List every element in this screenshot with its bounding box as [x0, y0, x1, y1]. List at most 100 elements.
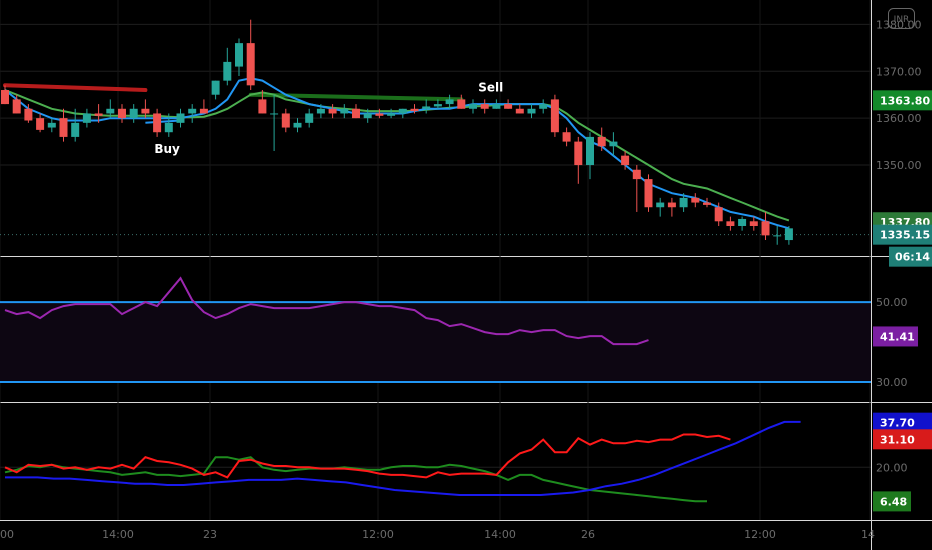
candle-body — [352, 108, 360, 119]
candle[interactable] — [480, 99, 489, 114]
candle[interactable] — [340, 104, 349, 119]
candle[interactable] — [164, 113, 173, 137]
candle[interactable] — [492, 99, 501, 109]
candle-body — [726, 221, 735, 226]
dmi-label-0[interactable]: 37.70 — [873, 412, 932, 433]
candle[interactable] — [94, 104, 103, 123]
candle[interactable] — [527, 104, 536, 119]
candle[interactable] — [656, 197, 665, 217]
candle[interactable] — [609, 132, 618, 156]
candle[interactable] — [211, 80, 220, 100]
candle-body — [586, 136, 594, 166]
candle[interactable] — [398, 108, 407, 119]
candle[interactable] — [714, 202, 723, 226]
candle[interactable] — [375, 108, 384, 119]
candle[interactable] — [784, 225, 793, 245]
candle[interactable] — [433, 99, 442, 109]
dmi-label-1[interactable]: 31.10 — [873, 429, 932, 450]
candle[interactable] — [749, 216, 758, 231]
candle[interactable] — [703, 197, 711, 208]
candle[interactable] — [445, 94, 454, 109]
candle[interactable] — [457, 94, 466, 109]
candle[interactable] — [515, 104, 524, 114]
candle[interactable] — [410, 104, 419, 114]
candle[interactable] — [352, 104, 360, 119]
price-label-0-bg — [873, 90, 932, 111]
candle[interactable] — [562, 127, 571, 147]
candle[interactable] — [504, 99, 513, 109]
candle[interactable] — [246, 19, 255, 91]
candle[interactable] — [106, 99, 115, 119]
rsi-label-bg — [873, 326, 918, 347]
price-label-0[interactable]: 1363.80 — [873, 90, 932, 111]
currency-badge[interactable]: INR — [888, 8, 915, 29]
candle[interactable] — [118, 104, 126, 123]
candle[interactable] — [574, 136, 583, 184]
candle[interactable] — [176, 108, 185, 128]
candle[interactable] — [328, 104, 337, 119]
candle[interactable] — [305, 108, 314, 128]
candle-body — [445, 99, 454, 105]
candle[interactable] — [47, 118, 56, 133]
price-label-2[interactable]: 1335.15 — [873, 224, 932, 245]
candle-body — [410, 108, 419, 112]
candle[interactable] — [761, 211, 770, 241]
candle[interactable] — [270, 94, 279, 151]
candle-body — [106, 108, 115, 114]
candle-body — [621, 155, 630, 166]
candle[interactable] — [387, 108, 396, 119]
time-tick-3: 12:00 — [362, 528, 394, 541]
rsi-label[interactable]: 41.41 — [873, 326, 918, 347]
candle[interactable] — [738, 216, 747, 231]
price-axis[interactable]: INR 1380.00 1370.00 1360.00 1350.00 1363.80 1… — [873, 8, 932, 512]
candle[interactable] — [691, 193, 700, 208]
candle[interactable] — [363, 108, 372, 123]
candle[interactable] — [223, 47, 232, 86]
candle[interactable] — [632, 165, 641, 212]
candle[interactable] — [293, 118, 302, 133]
candle[interactable] — [667, 197, 676, 217]
candle[interactable] — [82, 108, 91, 128]
price-pane[interactable]: Buy Sell — [1, 19, 793, 245]
candle-body — [246, 43, 255, 86]
candle[interactable] — [188, 104, 197, 123]
candle-body — [223, 61, 232, 81]
candle[interactable] — [129, 104, 138, 123]
candle[interactable] — [235, 38, 243, 76]
candle[interactable] — [422, 99, 431, 114]
candle[interactable] — [726, 216, 735, 231]
candle[interactable] — [1, 85, 9, 105]
candle[interactable] — [199, 99, 208, 114]
candle[interactable] — [773, 225, 782, 245]
candle[interactable] — [36, 113, 45, 133]
candle-body — [667, 202, 676, 208]
candle[interactable] — [621, 150, 630, 170]
dmi-label-2-bg — [873, 491, 911, 512]
candle[interactable] — [469, 99, 477, 114]
candle[interactable] — [258, 90, 267, 114]
candle[interactable] — [71, 108, 80, 142]
candle[interactable] — [539, 99, 548, 114]
candle[interactable] — [153, 108, 162, 137]
candle[interactable] — [644, 174, 653, 212]
candle-body — [539, 104, 548, 109]
candles[interactable] — [1, 19, 793, 245]
dmi-pane[interactable] — [4, 420, 801, 503]
candle[interactable] — [141, 99, 150, 119]
rsi-pane[interactable] — [0, 276, 871, 384]
candle[interactable] — [316, 104, 325, 119]
candle[interactable] — [586, 132, 594, 180]
candle[interactable] — [24, 104, 33, 123]
countdown-label[interactable]: 06:14 — [889, 246, 932, 267]
time-axis[interactable]: 00 14:00 23 12:00 14:00 26 12:00 14 — [0, 528, 875, 541]
countdown-bg — [889, 246, 932, 267]
candle[interactable] — [12, 94, 21, 114]
candle-body — [387, 113, 396, 116]
candle[interactable] — [550, 94, 559, 137]
candle[interactable] — [597, 127, 606, 151]
candle[interactable] — [679, 193, 688, 212]
candle[interactable] — [59, 108, 68, 142]
candle[interactable] — [281, 108, 290, 133]
dmi-label-2[interactable]: 6.48 — [873, 491, 911, 512]
